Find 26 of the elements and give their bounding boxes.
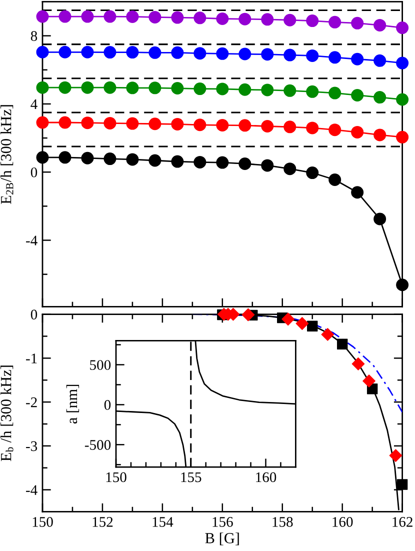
x-tick-label: 152 [92, 517, 113, 527]
x-tick-label: 162 [392, 517, 412, 527]
y-tick-label: -500 [84, 440, 111, 450]
y-tick-label: -3 [26, 441, 38, 452]
y-tick-label: 4 [30, 99, 38, 109]
x-tick-label: 155 [181, 472, 202, 482]
x-axis-title: B [G] [205, 532, 239, 546]
y-tick-label: 0 [30, 167, 38, 178]
y-axis-title: E$_{b}$ /h [300 kHz] [0, 366, 14, 462]
x-tick-label: 158 [272, 516, 293, 527]
y-tick-label: -4 [26, 236, 38, 246]
y-tick-label: 8 [30, 31, 38, 41]
x-tick-label: 160 [256, 472, 276, 482]
y-tick-label: -1 [26, 354, 37, 364]
y-axis-title: a [nm] [66, 384, 80, 424]
y-tick-label: 500 [90, 360, 111, 370]
y-tick-label: -4 [26, 485, 38, 495]
y-tick-label: 0 [30, 310, 38, 320]
x-tick-label: 156 [212, 517, 233, 527]
x-tick-label: 154 [152, 517, 174, 527]
y-tick-label: -2 [26, 397, 37, 408]
x-tick-label: 160 [332, 516, 353, 527]
y-axis-title: E$_{2B}$/h [300 kHz] [0, 105, 14, 204]
x-tick-label: 150 [32, 516, 53, 527]
y-tick-label: 0 [104, 400, 111, 410]
x-tick-label: 150 [106, 472, 126, 482]
